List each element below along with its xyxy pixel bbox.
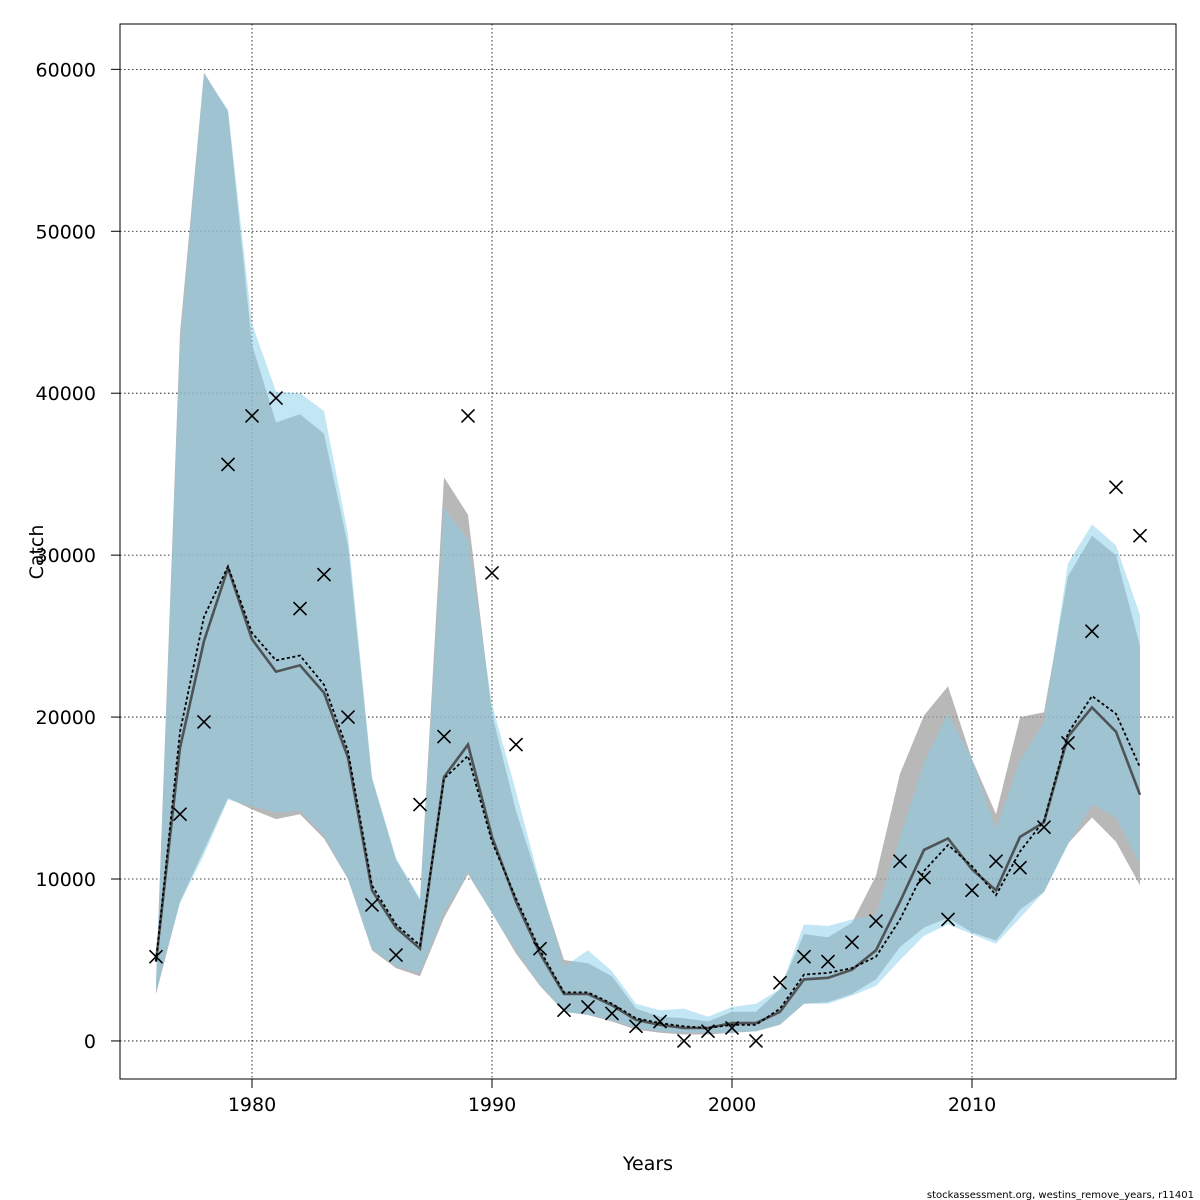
y-tick-label-60000: 60000 bbox=[36, 59, 96, 81]
axes: 1980 1990 2000 2010 0 10000 20000 30000 40000 500… bbox=[36, 59, 997, 1116]
observation-marker-1992 bbox=[532, 941, 548, 956]
estimate-line-2 bbox=[155, 564, 1141, 1029]
observation-marker-2004 bbox=[820, 954, 836, 969]
observation-marker-1980 bbox=[244, 408, 260, 423]
observation-marker-1986 bbox=[388, 948, 404, 963]
y-tick-label-50000: 50000 bbox=[36, 221, 96, 243]
observation-marker-1987 bbox=[412, 797, 428, 812]
observation-marker-1996 bbox=[628, 1019, 644, 1034]
observation-marker-2011 bbox=[988, 854, 1004, 869]
x-axis-title: Years bbox=[622, 1153, 673, 1175]
observation-marker-2008 bbox=[916, 870, 932, 885]
observation-marker-2006 bbox=[868, 914, 884, 929]
observation-marker-1985 bbox=[364, 897, 380, 912]
observation-marker-1979 bbox=[220, 457, 236, 472]
plot-frame bbox=[119, 23, 1177, 1080]
observation-marker-1994 bbox=[580, 999, 596, 1015]
observation-marker-1997 bbox=[652, 1014, 668, 1029]
observation-marker-1976 bbox=[148, 949, 164, 964]
y-axis-title: Catch bbox=[26, 525, 48, 580]
observation-markers bbox=[148, 391, 1148, 1049]
observation-marker-1978 bbox=[196, 714, 212, 730]
observation-marker-2003 bbox=[796, 949, 812, 964]
observation-marker-1983 bbox=[316, 567, 332, 582]
observation-marker-2001 bbox=[748, 1033, 764, 1049]
y-tick-label-0: 0 bbox=[84, 1031, 96, 1053]
observation-marker-2002 bbox=[772, 975, 788, 990]
observation-marker-1988 bbox=[436, 729, 452, 744]
x-tick-label-2000: 2000 bbox=[708, 1094, 756, 1116]
observation-marker-1977 bbox=[172, 807, 188, 822]
observation-marker-1981 bbox=[268, 391, 284, 406]
observation-marker-1982 bbox=[292, 601, 308, 616]
observation-marker-2009 bbox=[940, 912, 956, 927]
estimate-line-1 bbox=[154, 563, 1142, 1030]
observation-marker-2017 bbox=[1132, 528, 1148, 543]
observation-marker-1984 bbox=[340, 710, 356, 725]
x-tick-label-2010: 2010 bbox=[948, 1094, 996, 1116]
observation-marker-2000 bbox=[724, 1020, 740, 1036]
observation-marker-2014 bbox=[1060, 735, 1076, 751]
estimate-lines bbox=[154, 563, 1142, 1030]
observation-marker-1990 bbox=[484, 565, 500, 581]
observation-marker-2010 bbox=[964, 883, 980, 898]
y-tick-label-20000: 20000 bbox=[36, 707, 96, 729]
observation-marker-1999 bbox=[700, 1024, 716, 1039]
y-tick-label-10000: 10000 bbox=[36, 869, 96, 891]
observation-marker-2012 bbox=[1012, 860, 1028, 875]
footer-credit: stockassessment.org, westins_remove_year… bbox=[927, 1190, 1194, 1200]
observation-marker-1993 bbox=[556, 1003, 572, 1018]
observation-marker-1989 bbox=[460, 408, 476, 423]
y-tick-label-40000: 40000 bbox=[36, 383, 96, 405]
observation-marker-1991 bbox=[508, 737, 524, 752]
observation-marker-1995 bbox=[604, 1006, 620, 1021]
x-tick-label-1980: 1980 bbox=[228, 1094, 276, 1116]
observation-marker-2015 bbox=[1084, 624, 1100, 639]
observation-marker-2005 bbox=[844, 935, 860, 950]
observation-marker-2013 bbox=[1036, 820, 1052, 835]
observation-marker-1998 bbox=[676, 1033, 692, 1049]
observation-marker-2007 bbox=[892, 854, 908, 869]
observation-marker-2016 bbox=[1108, 480, 1124, 495]
x-tick-label-1990: 1990 bbox=[468, 1094, 516, 1116]
y-tick-label-30000: 30000 bbox=[36, 545, 96, 567]
